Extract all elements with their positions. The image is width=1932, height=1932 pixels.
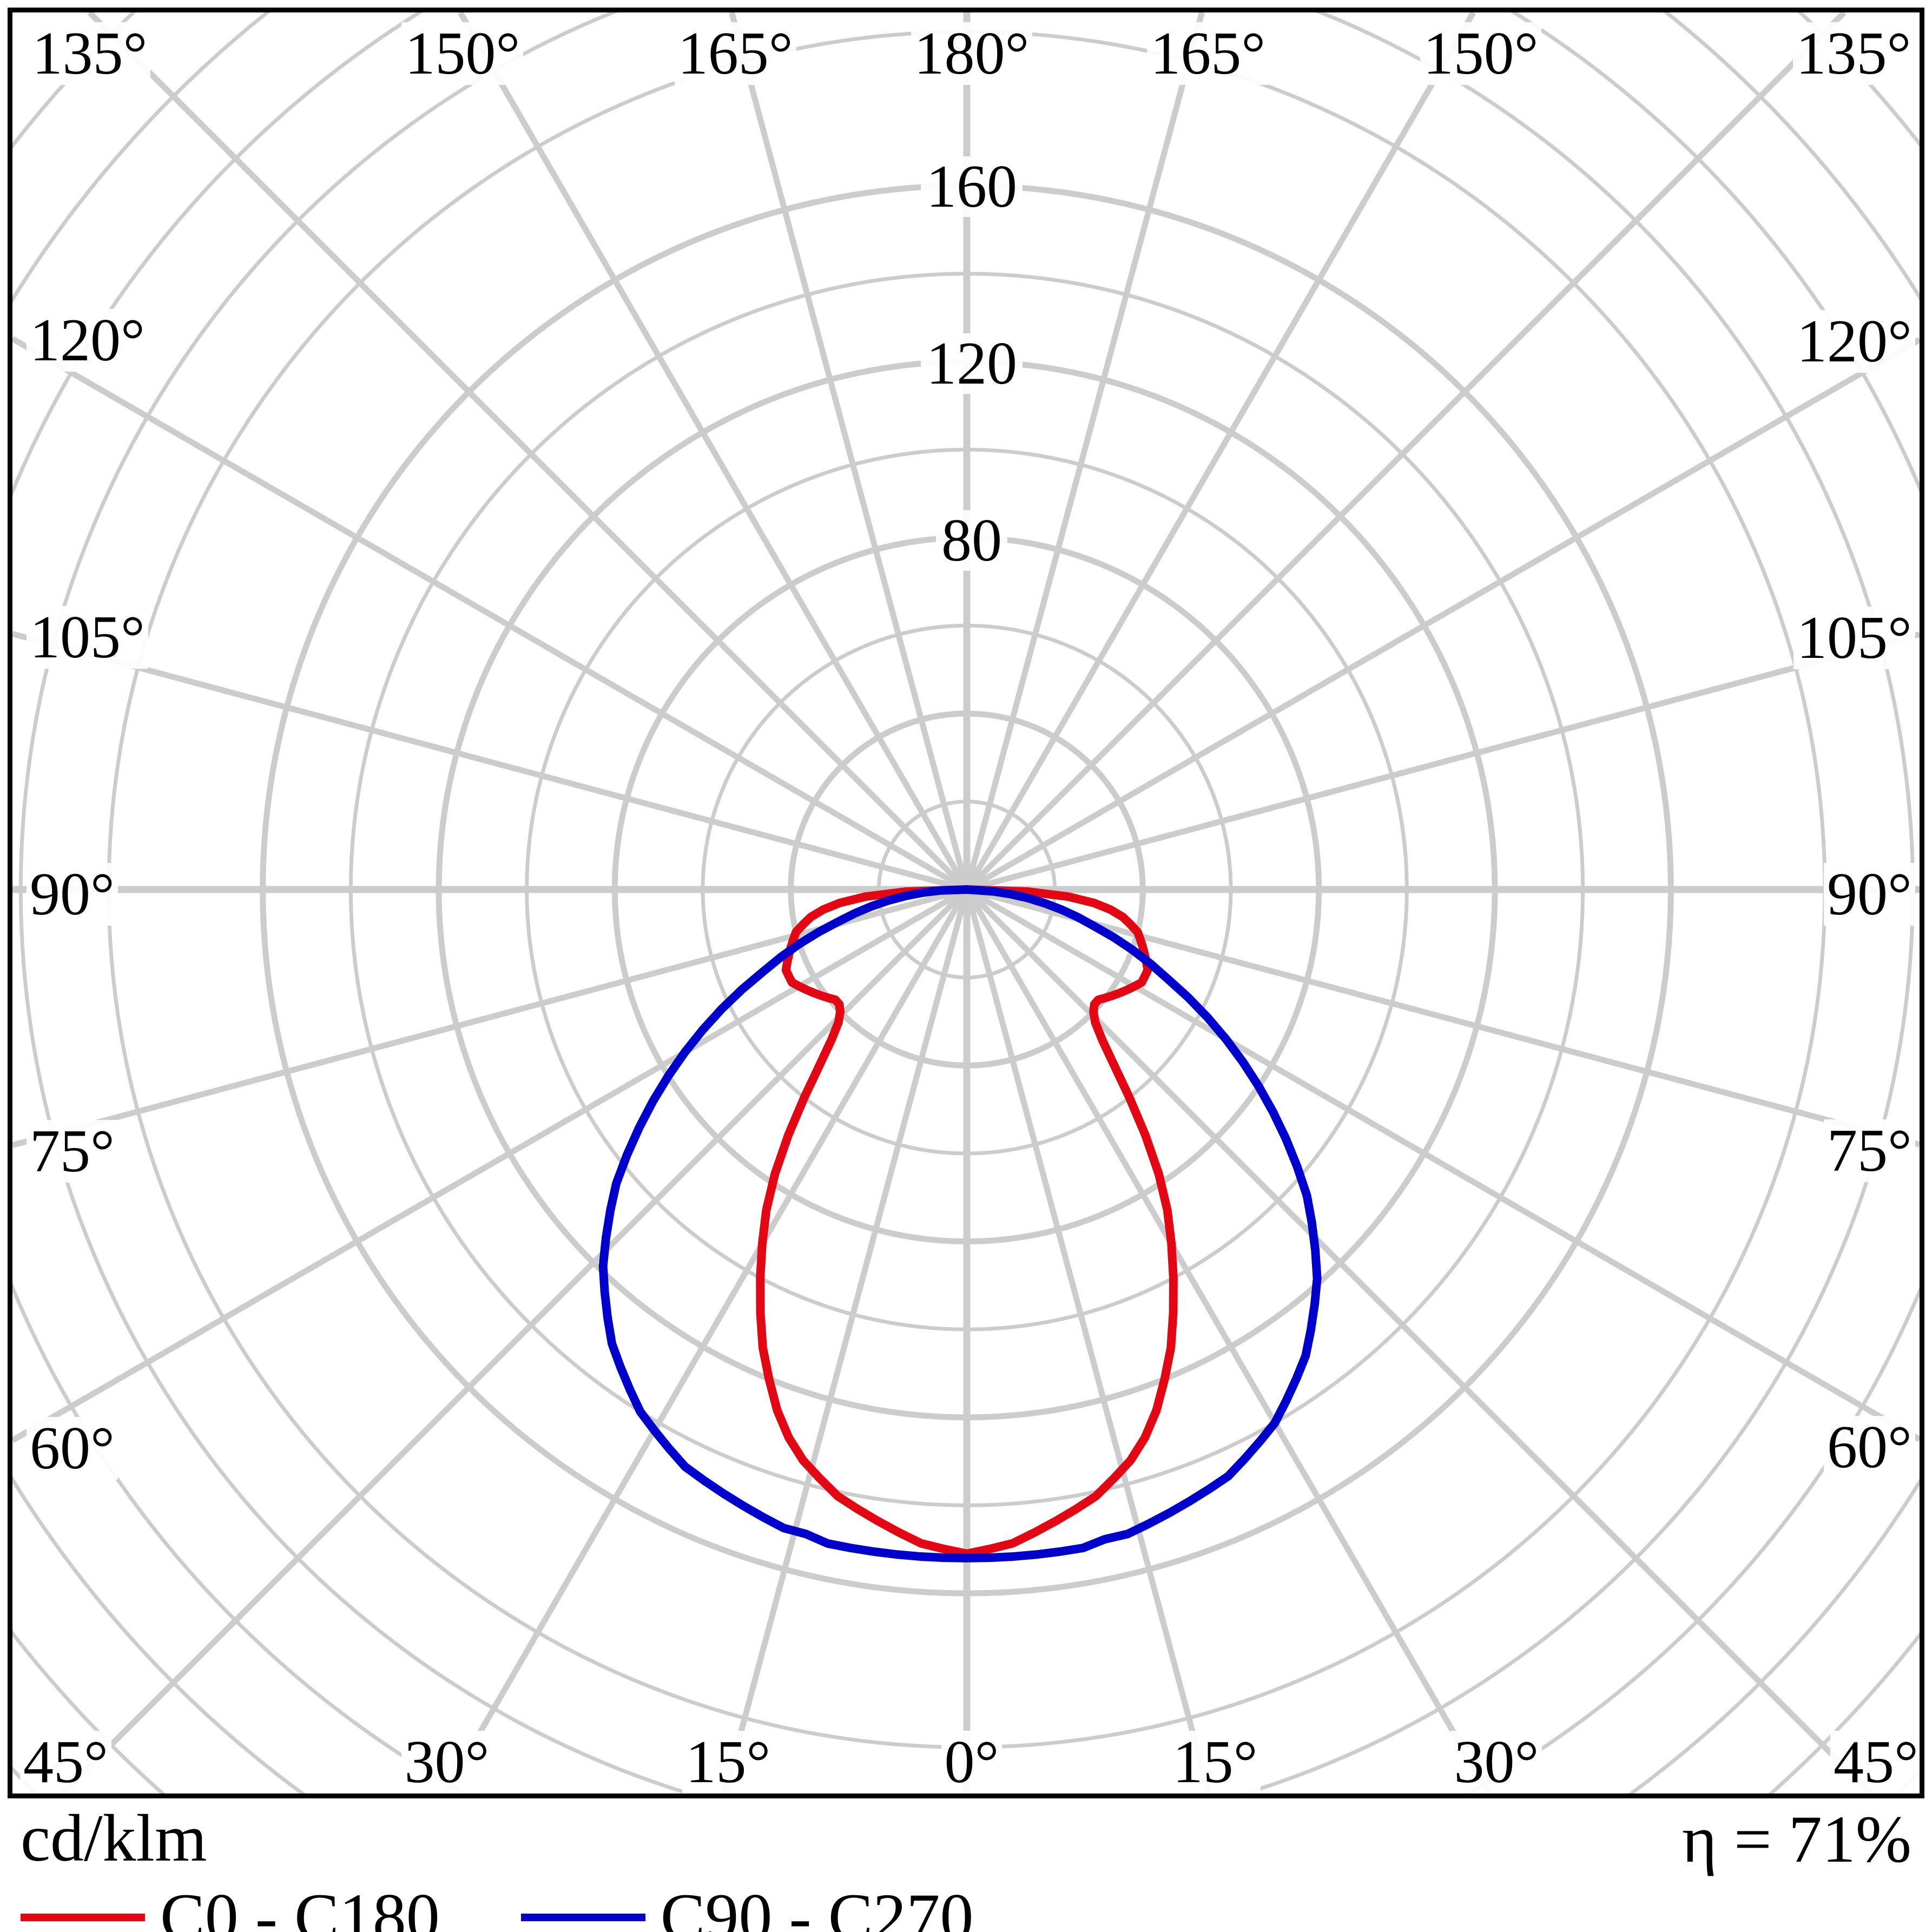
angle-label-150deg: 150° bbox=[401, 22, 524, 85]
angle-label-150deg: 150° bbox=[1420, 22, 1542, 85]
angle-label-15deg: 15° bbox=[682, 1731, 774, 1793]
angle-label-90deg: 90° bbox=[1824, 863, 1915, 926]
radial-tick-120: 120 bbox=[921, 333, 1023, 394]
angle-label-60deg: 60° bbox=[1824, 1415, 1915, 1479]
angle-label-105deg: 105° bbox=[27, 605, 148, 669]
radial-tick-160: 160 bbox=[921, 156, 1023, 217]
angle-label-45deg: 45° bbox=[20, 1731, 111, 1793]
angle-label-90deg: 90° bbox=[27, 863, 118, 926]
series-curve-1 bbox=[598, 885, 1322, 1562]
angle-label-30deg: 30° bbox=[401, 1731, 493, 1793]
legend-swatch-c0-c180 bbox=[21, 1914, 145, 1921]
legend-swatch-c90-c270 bbox=[520, 1914, 645, 1921]
polar-grid bbox=[12, 12, 1920, 1793]
legend-label-c0-c180: C0 - C180 bbox=[160, 1880, 440, 1932]
unit-label: cd/klm bbox=[21, 1801, 207, 1875]
angle-label-120deg: 120° bbox=[27, 309, 148, 372]
angle-label-165deg: 165° bbox=[1147, 22, 1269, 85]
series-curve-0 bbox=[756, 885, 1178, 1558]
angle-label-165deg: 165° bbox=[674, 22, 796, 85]
distribution-curves bbox=[598, 885, 1322, 1562]
angle-label-75deg: 75° bbox=[27, 1120, 118, 1183]
radial-tick-80: 80 bbox=[936, 510, 1007, 571]
legend-item-c0-c180: C0 - C180 bbox=[21, 1884, 440, 1932]
legend-label-c90-c270: C90 - C270 bbox=[660, 1880, 974, 1932]
angle-label-135deg: 135° bbox=[29, 22, 151, 85]
angle-label-120deg: 120° bbox=[1793, 310, 1915, 373]
chart-legend: C0 - C180 C90 - C270 bbox=[21, 1884, 1054, 1932]
polar-plot-svg bbox=[12, 12, 1920, 1793]
efficiency-label: η = 71% bbox=[1682, 1802, 1911, 1876]
angle-label-135deg: 135° bbox=[1792, 22, 1915, 85]
chart-footer: cd/klm η = 71% C0 - C180 C90 - C270 bbox=[8, 1798, 1924, 1932]
legend-item-c90-c270: C90 - C270 bbox=[520, 1880, 974, 1932]
plot-frame: 0° 15° 15° 30° 30° 45° 45° 60° 60° 75° 75° 90° 90° 10… bbox=[8, 8, 1924, 1798]
angle-label-45deg: 45° bbox=[1830, 1731, 1920, 1793]
angle-label-60deg: 60° bbox=[27, 1416, 118, 1480]
angle-label-30deg: 30° bbox=[1450, 1731, 1542, 1793]
angle-label-180deg: 180° bbox=[911, 22, 1033, 85]
angle-label-15deg: 15° bbox=[1169, 1731, 1261, 1793]
angle-label-0deg: 0° bbox=[941, 1731, 1003, 1793]
angle-label-105deg: 105° bbox=[1793, 606, 1915, 669]
angle-label-75deg: 75° bbox=[1824, 1119, 1915, 1183]
